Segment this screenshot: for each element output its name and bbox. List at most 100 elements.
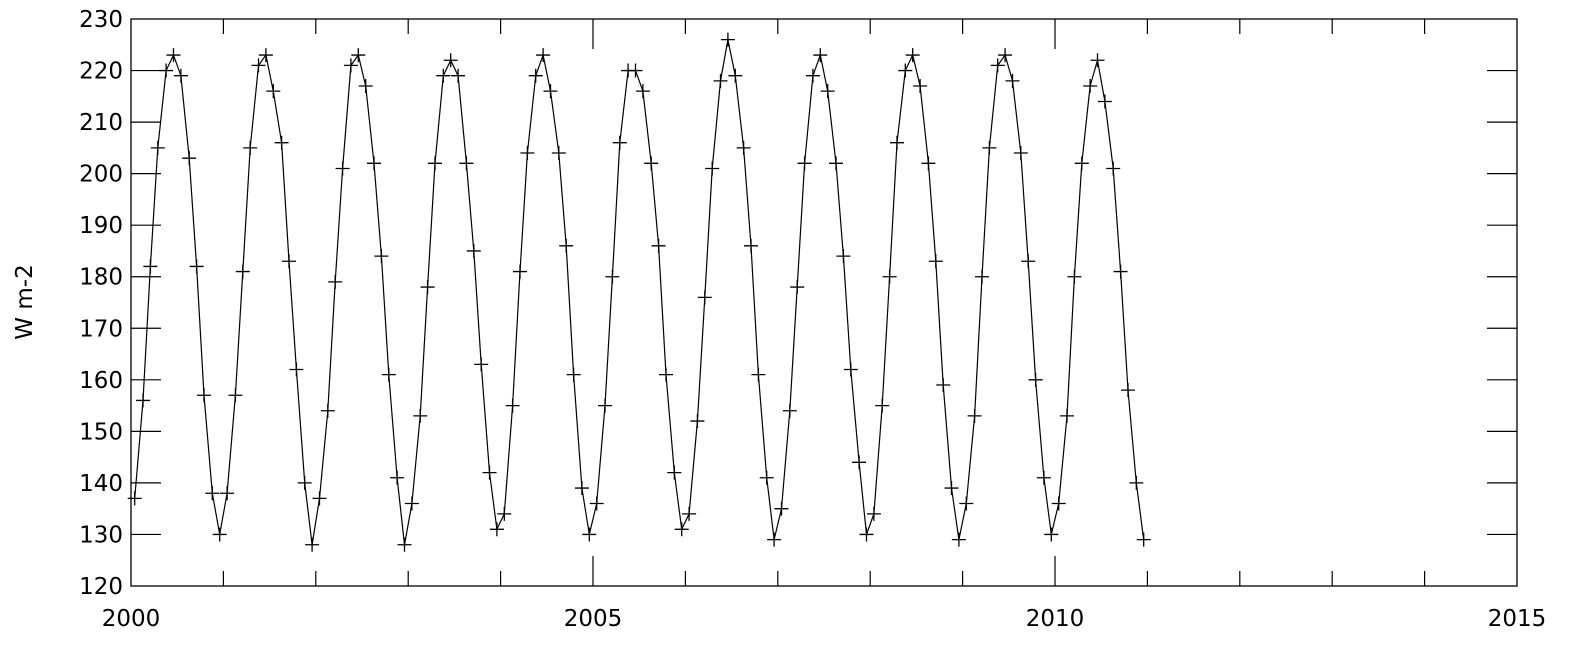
data-point-marker: [150, 140, 165, 155]
data-point-marker: [489, 522, 504, 537]
data-point-marker: [928, 254, 943, 269]
data-point-marker: [982, 140, 997, 155]
data-point-marker: [582, 527, 597, 542]
data-point-marker: [173, 68, 188, 83]
data-point-marker: [713, 73, 728, 88]
data-point-marker: [805, 68, 820, 83]
data-point-marker: [282, 254, 296, 269]
data-point-marker: [728, 68, 743, 83]
series-markers: [127, 32, 1151, 552]
data-point-marker: [536, 48, 551, 63]
data-point-marker: [790, 280, 805, 295]
data-point-marker: [936, 377, 951, 392]
data-point-marker: [659, 367, 673, 382]
data-point-marker: [705, 161, 720, 176]
data-point-marker: [1067, 269, 1082, 284]
data-point-marker: [166, 48, 181, 63]
data-point-marker: [829, 156, 844, 171]
y-tick-label: 150: [79, 419, 123, 445]
data-point-marker: [358, 79, 373, 94]
y-tick-label: 140: [79, 471, 123, 497]
y-tick-label: 190: [79, 213, 123, 239]
data-point-marker: [274, 135, 289, 150]
data-point-marker: [312, 491, 327, 506]
y-tick-label: 220: [79, 59, 123, 85]
data-point-marker: [482, 465, 497, 480]
y-tick-label: 180: [79, 265, 123, 291]
y-tick-label: 230: [79, 7, 123, 33]
data-point-marker: [820, 84, 835, 99]
data-point-marker: [782, 403, 797, 418]
series-line: [134, 39, 1145, 545]
data-point-marker: [404, 496, 419, 511]
data-point-marker: [1044, 527, 1059, 542]
data-point-marker: [367, 156, 382, 171]
data-point-marker: [1013, 146, 1028, 161]
data-point-marker: [720, 32, 735, 47]
data-point-marker: [951, 532, 966, 547]
data-point-marker: [674, 522, 689, 537]
data-point-marker: [990, 58, 1005, 73]
x-tick-label: 2005: [564, 606, 623, 632]
data-point-marker: [1005, 73, 1020, 88]
data-point-marker: [182, 151, 197, 166]
data-point-marker: [474, 357, 489, 372]
data-point-marker: [1129, 475, 1144, 490]
data-point-marker: [913, 79, 928, 94]
data-point-marker: [921, 156, 936, 171]
data-point-marker: [1090, 53, 1105, 68]
data-point-marker: [598, 398, 613, 413]
data-point-marker: [866, 506, 881, 521]
data-point-marker: [127, 491, 142, 506]
data-point-marker: [898, 63, 913, 78]
data-point-marker: [305, 537, 320, 552]
data-point-marker: [1051, 496, 1066, 511]
data-point-marker: [751, 367, 766, 382]
data-point-marker: [967, 408, 982, 423]
data-point-marker: [759, 470, 774, 485]
data-point-marker: [520, 146, 535, 161]
data-point-marker: [197, 388, 211, 403]
data-point-marker: [228, 388, 243, 403]
data-point-marker: [644, 156, 659, 171]
data-point-marker: [243, 140, 258, 155]
data-point-marker: [335, 161, 350, 176]
data-point-marker: [612, 135, 627, 150]
data-point-marker: [235, 264, 250, 279]
data-point-marker: [813, 48, 828, 63]
data-point-marker: [697, 290, 712, 305]
x-tick-label: 2015: [1488, 606, 1547, 632]
data-point-marker: [543, 84, 558, 99]
data-point-marker: [551, 146, 566, 161]
data-point-marker: [1106, 161, 1121, 176]
data-point-marker: [1021, 254, 1036, 269]
data-point-marker: [351, 48, 366, 63]
data-point-marker: [513, 264, 527, 279]
y-tick-label: 210: [79, 110, 123, 136]
plot-frame: [130, 18, 1518, 587]
data-point-marker: [1083, 79, 1098, 94]
data-point-marker: [1121, 383, 1135, 398]
data-point-marker: [882, 269, 897, 284]
data-point-marker: [635, 84, 650, 99]
data-point-marker: [1036, 470, 1051, 485]
data-point-marker: [774, 501, 789, 516]
data-point-marker: [589, 496, 604, 511]
data-point-marker: [343, 58, 358, 73]
data-point-marker: [574, 481, 589, 496]
data-point-marker: [797, 156, 812, 171]
data-point-marker: [528, 68, 543, 83]
data-point-marker: [875, 398, 890, 413]
data-point-marker: [998, 48, 1013, 63]
y-axis-title: W m-2: [12, 264, 38, 339]
data-point-marker: [559, 238, 574, 253]
data-point-marker: [436, 68, 451, 83]
data-point-marker: [420, 280, 435, 295]
data-point-marker: [428, 156, 442, 171]
data-point-marker: [605, 269, 620, 284]
data-point-marker: [944, 481, 959, 496]
x-tick-label: 2010: [1026, 606, 1085, 632]
tick-labels: 120 130 140 150 160 170 180 190 200 210 220 230 2000…: [79, 7, 1546, 632]
